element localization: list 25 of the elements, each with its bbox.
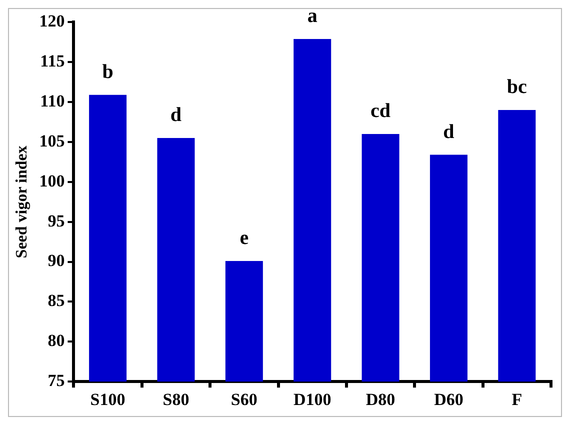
y-tick-label: 115: [40, 52, 65, 71]
annotation: bc: [506, 76, 528, 98]
y-tick-label: 105: [39, 131, 65, 150]
y-tick-label: 100: [39, 171, 65, 190]
annotation: b: [102, 61, 114, 84]
annotation: d: [170, 104, 182, 126]
annotation: e: [240, 227, 249, 250]
y-tick-label: 75: [48, 370, 65, 390]
annotation: cd: [370, 100, 391, 122]
y-tick-label: 80: [48, 331, 65, 350]
annotation: a: [307, 5, 318, 28]
x-tick-label: S100: [90, 390, 126, 410]
y-tick-label: 85: [48, 291, 65, 310]
y-tick-label: 120: [39, 12, 65, 31]
x-tick-label: D80: [366, 390, 396, 410]
y-tick-label: 110: [40, 91, 65, 110]
y-tick-label: 90: [48, 251, 65, 270]
x-tick-label: D60: [434, 390, 464, 410]
x-tick-label: D100: [293, 390, 332, 410]
x-tick-label: S60: [230, 390, 258, 410]
y-tick-label: 95: [48, 211, 65, 230]
y-axis-title: Seed vigor index: [14, 146, 31, 258]
x-tick-label: F: [512, 390, 522, 410]
x-tick-label: S80: [162, 390, 190, 410]
annotation: d: [443, 120, 454, 143]
